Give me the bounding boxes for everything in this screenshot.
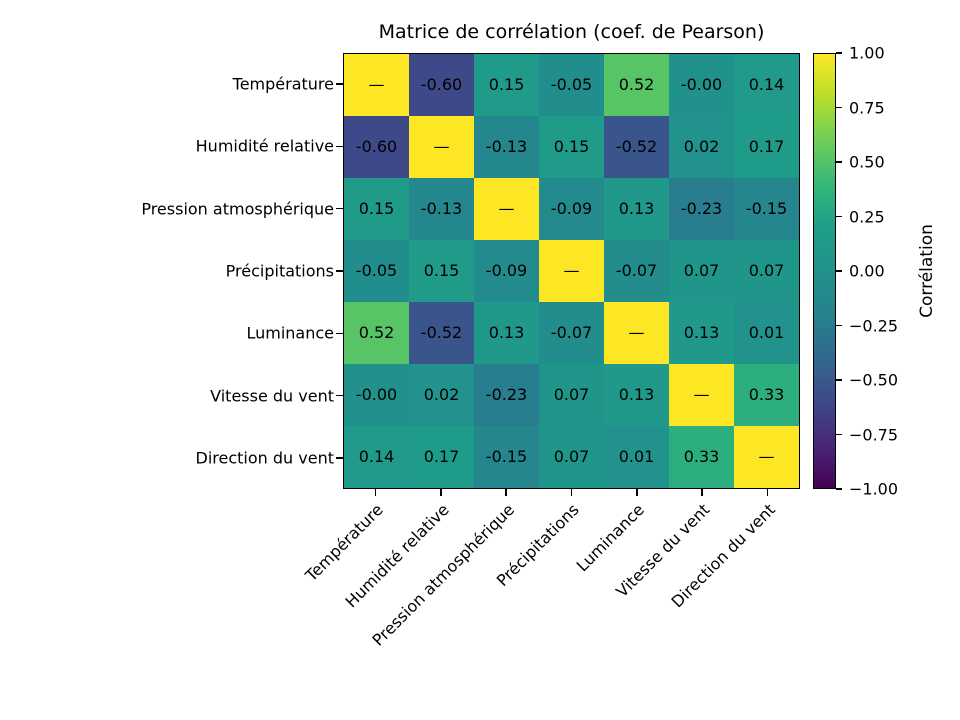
heatmap-cell: — [409,116,474,178]
heatmap-cell: — [669,364,734,426]
colorbar-tick-mark [836,270,842,272]
heatmap-cell: 0.01 [734,302,799,364]
heatmap-cell: 0.02 [669,116,734,178]
y-tick-mark [336,145,343,148]
y-tick-mark [336,207,343,210]
y-tick-label: Vitesse du vent [210,386,334,406]
colorbar-tick-label: −1.00 [849,479,899,499]
heatmap-cell: 0.33 [734,364,799,426]
heatmap-cell: -0.13 [409,178,474,240]
heatmap-cell: 0.13 [604,364,669,426]
colorbar-tick-mark [836,52,842,54]
colorbar-tick-mark [836,488,842,490]
heatmap-cell: -0.15 [474,426,539,488]
x-tick-mark [505,489,507,496]
y-tick-mark [336,332,343,335]
heatmap-cell: 0.15 [474,54,539,116]
y-tick-label: Humidité relative [195,136,334,156]
x-tick-mark [701,489,703,496]
heatmap-cell: -0.23 [669,178,734,240]
x-tick-mark [440,489,442,496]
y-tick-mark [336,270,343,272]
colorbar-tick-label: 0.00 [849,261,885,281]
heatmap-cell: -0.00 [669,54,734,116]
heatmap-cell: 0.33 [669,426,734,488]
heatmap-cell: — [474,178,539,240]
colorbar-tick-mark [836,161,842,163]
x-tick-mark [766,489,769,496]
heatmap-grid: — -0.60 0.15 -0.05 0.52 -0.00 0.14 -0.60— -0.13 0… [343,53,800,489]
heatmap-cell: -0.05 [539,54,604,116]
colorbar-tick-label: 0.25 [849,207,885,226]
y-tick-label: Pression atmosphérique [141,199,334,219]
colorbar-axis-label: Corrélation [917,224,937,318]
heatmap-cell: 0.01 [604,426,669,488]
heatmap-cell: 0.14 [734,54,799,116]
heatmap-cell: -0.07 [604,240,669,302]
heatmap-cell: -0.07 [539,302,604,364]
colorbar-tick-mark [836,324,842,327]
heatmap-cell: — [604,302,669,364]
heatmap-cell: 0.17 [409,426,474,488]
y-tick-mark [336,83,343,85]
colorbar-gradient [813,53,836,489]
heatmap-cell: 0.07 [539,364,604,426]
heatmap-cell: 0.15 [539,116,604,178]
colorbar-tick-label: −0.50 [849,370,899,390]
colorbar-tick-mark [836,433,842,436]
colorbar-tick-label: −0.75 [849,425,899,444]
y-tick-label: Luminance [246,323,334,343]
colorbar-tick-label: 1.00 [849,43,885,63]
heatmap-cell: 0.13 [669,302,734,364]
heatmap-cell: -0.60 [344,116,409,178]
chart-title: Matrice de corrélation (coef. de Pearson… [378,21,765,43]
y-tick-label: Précipitations [225,261,334,281]
heatmap-cell: 0.02 [409,364,474,426]
heatmap-cell: 0.07 [539,426,604,488]
x-tick-mark [636,489,638,496]
heatmap-cell: -0.52 [409,302,474,364]
heatmap-cell: -0.09 [539,178,604,240]
colorbar-tick-label: −0.25 [849,316,899,335]
heatmap-cell: — [344,54,409,116]
heatmap-cell: 0.07 [734,240,799,302]
x-tick-mark [570,489,573,496]
colorbar-tick-label: 0.50 [849,152,885,172]
heatmap-cell: 0.13 [604,178,669,240]
colorbar-tick-label: 0.75 [849,98,885,117]
heatmap-cell: -0.00 [344,364,409,426]
heatmap-cell: 0.14 [344,426,409,488]
heatmap-cell: 0.52 [344,302,409,364]
heatmap-cell: 0.15 [409,240,474,302]
heatmap-cell: 0.15 [344,178,409,240]
heatmap-cell: -0.23 [474,364,539,426]
y-tick-mark [336,394,343,397]
heatmap-cell: -0.13 [474,116,539,178]
y-tick-label: Direction du vent [195,448,334,468]
heatmap-cell: -0.15 [734,178,799,240]
heatmap-cell: -0.60 [409,54,474,116]
heatmap-cell: -0.05 [344,240,409,302]
colorbar-tick-mark [836,106,842,109]
heatmap-cell: 0.17 [734,116,799,178]
heatmap-cell: -0.52 [604,116,669,178]
heatmap-cell: — [539,240,604,302]
y-tick-mark [336,457,343,459]
colorbar-tick-mark [836,379,842,381]
heatmap-cell: — [734,426,799,488]
y-tick-label: Température [232,74,334,94]
x-tick-mark [374,489,377,496]
heatmap-cell: 0.13 [474,302,539,364]
colorbar-tick-mark [836,215,842,218]
heatmap-cell: 0.52 [604,54,669,116]
heatmap-cell: -0.09 [474,240,539,302]
heatmap-cell: 0.07 [669,240,734,302]
